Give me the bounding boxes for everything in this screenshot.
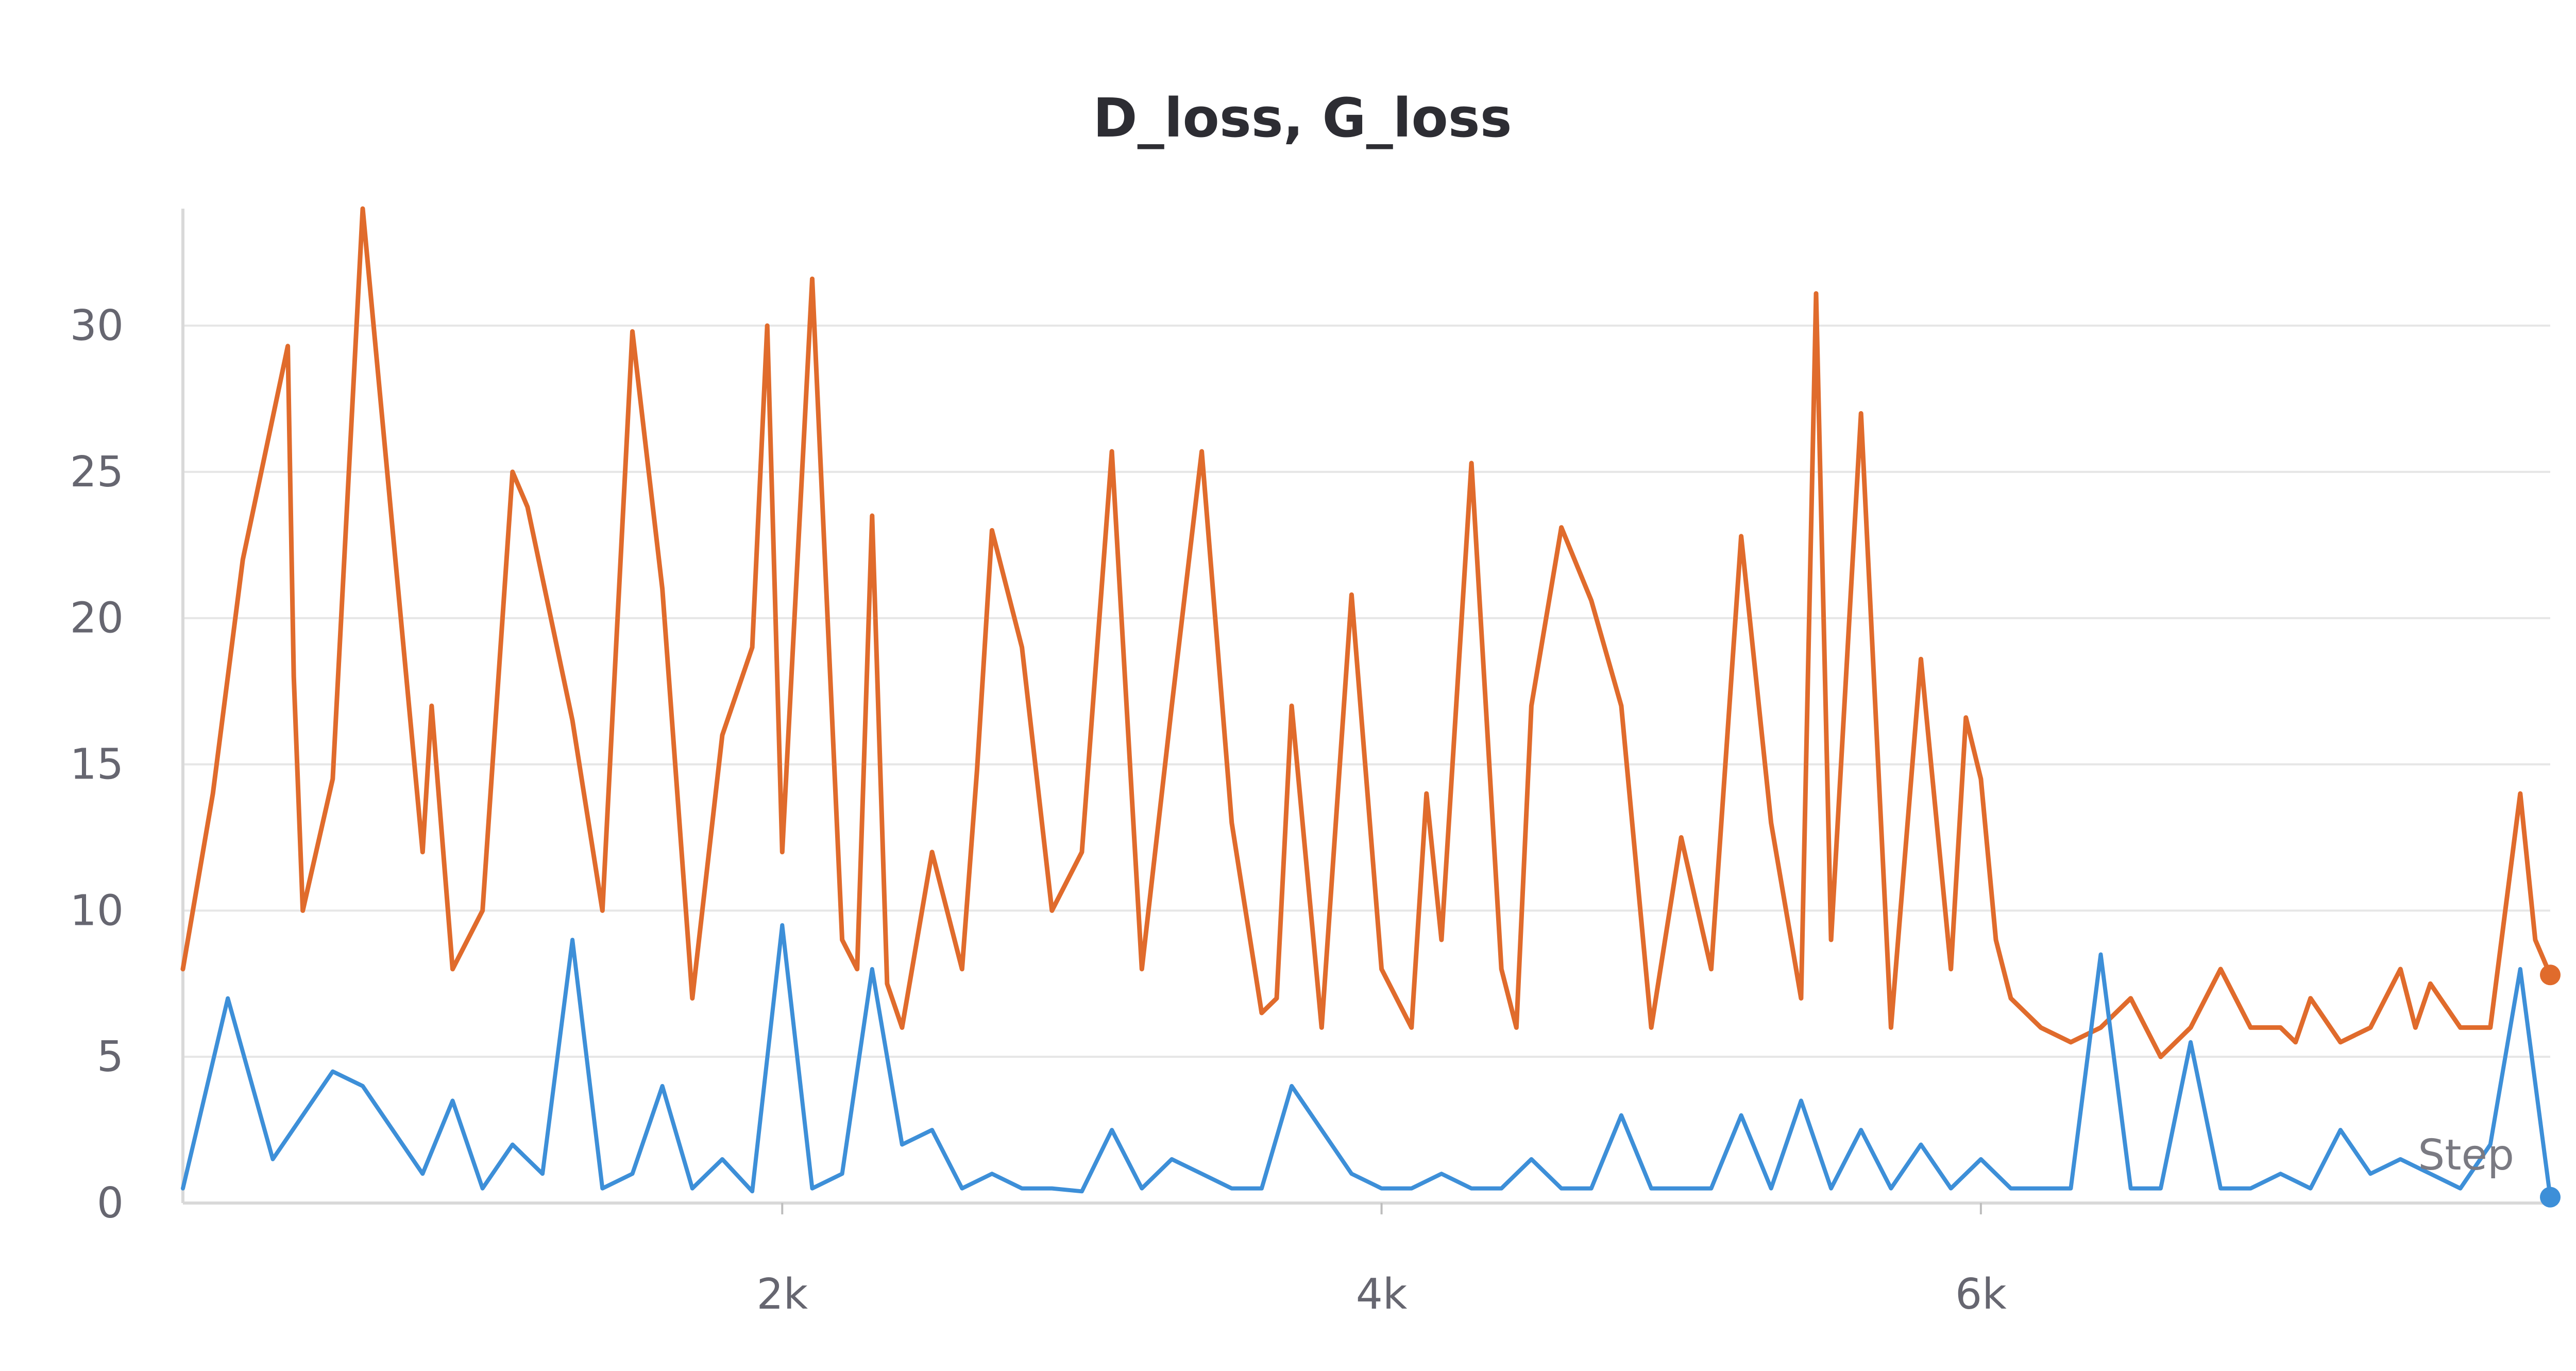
y-tick-label: 0 [97,1179,124,1228]
y-tick-label: 5 [97,1033,124,1081]
y-tick-label: 20 [70,594,124,643]
series-line-1 [180,206,2553,1059]
y-tick-label: 15 [70,740,124,789]
chart-title: D_loss, G_loss [1093,87,1512,149]
x-tick-label: 6k [1955,1270,2007,1319]
series-end-point-2 [2540,1187,2561,1208]
x-axis-label: Step [2418,1131,2514,1180]
y-tick-label: 25 [70,448,124,497]
x-tick-label: 4k [1356,1270,1408,1319]
x-tick-label: 2k [756,1270,808,1319]
grid-lines [183,325,2550,1058]
y-tick-label: 10 [70,886,124,935]
x-axis-ticks: 2k 4k 6k [756,1203,2007,1319]
y-axis-ticks: 0 5 10 15 20 25 30 [70,301,124,1228]
series-layer [180,206,2561,1208]
series-end-point-1 [2540,964,2561,986]
series-line-2 [181,923,2552,1199]
axes [181,209,2550,1205]
y-tick-label: 30 [70,301,124,350]
